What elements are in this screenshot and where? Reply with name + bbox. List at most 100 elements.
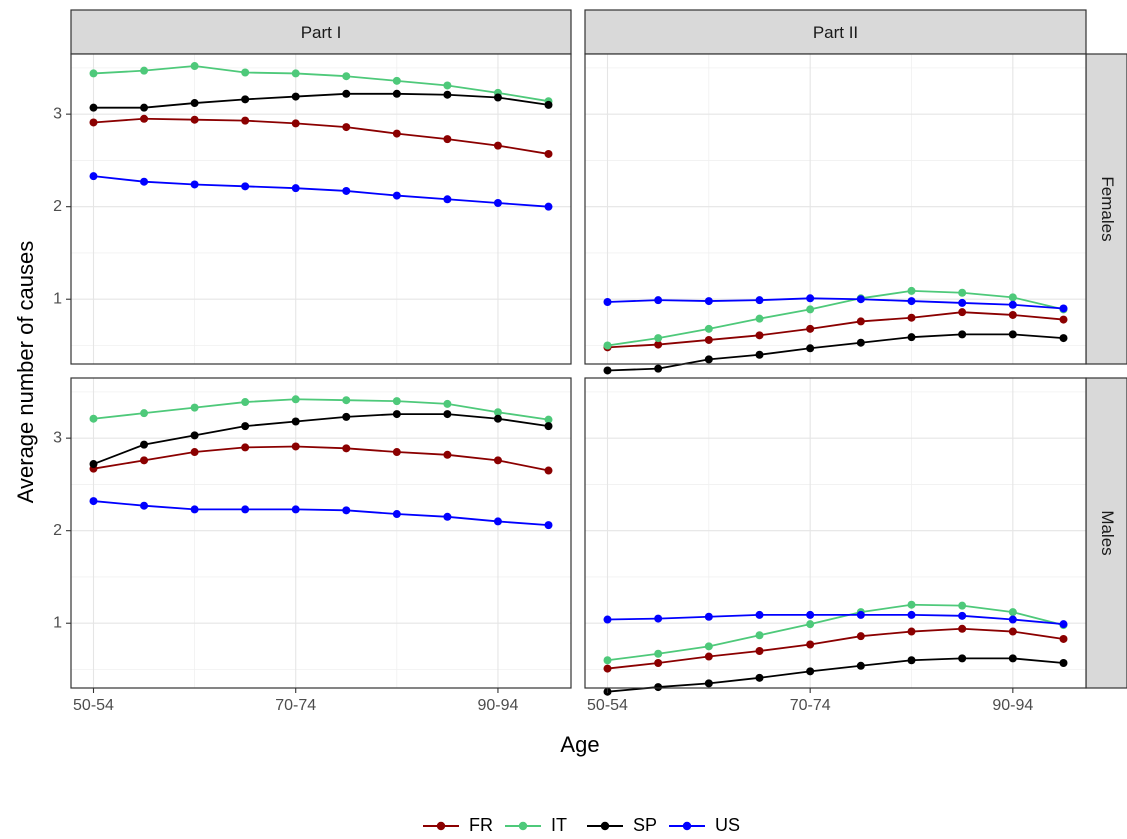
panel-part-ii-males-series-us-point xyxy=(1059,620,1068,629)
panel-part-i-females-series-sp-point xyxy=(291,92,300,101)
panel-part-ii-males-series-fr-point xyxy=(1059,634,1068,643)
panel-part-ii-males-series-sp-point xyxy=(654,683,663,692)
panel-part-i-males-series-it-point xyxy=(443,399,452,408)
panel-part-i-males-series-it-point xyxy=(342,396,351,405)
panel-part-i-males-series-it-point xyxy=(544,415,553,424)
panel-part-i-females-series-sp-point xyxy=(140,103,149,112)
panel-part-ii-females-series-fr-point xyxy=(907,313,916,322)
panel-part-ii-males-border xyxy=(584,377,1087,689)
panel-part-i-females-series-fr-point xyxy=(140,114,149,123)
panel-part-i-females-series-us-point xyxy=(392,191,401,200)
legend-key-fr-point xyxy=(436,821,446,831)
panel-part-ii-females-series-it-point xyxy=(603,341,612,350)
panel-part-i-males-series-us-point xyxy=(89,497,98,506)
panel-part-i-males-series-it-point xyxy=(291,395,300,404)
panel-part-ii-males-series-fr-point xyxy=(856,632,865,641)
panel-part-ii-males-series-fr-point xyxy=(958,624,967,633)
panel-part-i-males-series-it-line xyxy=(93,398,549,421)
panel-part-i-males-series-us-line xyxy=(93,500,549,527)
strip-part-ii-label: Part II xyxy=(813,23,858,42)
panel-part-i-females-series-fr-line xyxy=(93,117,549,155)
panel-part-i-females-series-it-point xyxy=(291,69,300,78)
panel-part-ii-females-series-sp-point xyxy=(755,350,764,359)
panel-part-i-males-series-fr-point xyxy=(241,443,250,452)
panel-part-ii-males-series-us-point xyxy=(806,610,815,619)
panel-part-i-males-series-sp-point xyxy=(140,440,149,449)
panel-part-ii-males-series-sp-point xyxy=(806,667,815,676)
panel-part-i-females-series-fr-point xyxy=(443,135,452,144)
panel-part-ii-males-series-us-point xyxy=(704,612,713,621)
panel-part-i-females-series-us-line xyxy=(93,175,549,208)
panel-part-i-males-series-sp-point xyxy=(544,422,553,431)
panel-part-i-females-series-fr-point xyxy=(544,149,553,158)
panel-part-ii-males-series-sp-point xyxy=(1059,659,1068,668)
panel-part-ii-males-series-fr-point xyxy=(704,652,713,661)
panel-part-i-females-series-it-point xyxy=(140,66,149,75)
panel-part-i-females-series-us-point xyxy=(241,182,250,191)
panel-part-i-females-series-it-point xyxy=(89,69,98,78)
y-tick-label-females: 3 xyxy=(53,105,62,122)
panel-part-ii-females-series-us-point xyxy=(1059,304,1068,313)
strip-part-ii-background xyxy=(584,9,1087,55)
panel-part-ii-females-series-it-point xyxy=(958,288,967,297)
panel-part-ii-females-series-it-point xyxy=(806,305,815,314)
panel-part-ii-females-series-it-point xyxy=(907,286,916,295)
x-tick-label-part-ii: 70-74 xyxy=(790,697,831,714)
panel-part-i-males-series-us-point xyxy=(190,505,199,514)
panel-part-ii-males-background xyxy=(585,378,1086,688)
panel-part-ii-females-series-fr-point xyxy=(806,324,815,333)
panel-part-i-males-series-sp-point xyxy=(291,417,300,426)
panel-part-ii-females-series-sp-point xyxy=(654,364,663,373)
panel-part-i-males-series-it-point xyxy=(140,409,149,418)
panel-part-ii-females-series-sp-point xyxy=(907,333,916,342)
panel-part-ii-females-series-us-point xyxy=(856,295,865,304)
panel-part-ii-males-series-sp-point xyxy=(907,656,916,665)
panel-part-ii-females-series-fr-point xyxy=(755,331,764,340)
panel-part-i-males-series-it-point xyxy=(493,408,502,417)
panel-part-ii-females-background xyxy=(585,54,1086,364)
panel-part-i-females-series-fr-point xyxy=(291,119,300,128)
strip-females-background xyxy=(1085,53,1127,365)
x-tick-label-part-ii: 50-54 xyxy=(587,697,628,714)
panel-part-ii-males-series-fr-point xyxy=(1008,627,1017,636)
panel-part-ii-females-series-us-point xyxy=(806,294,815,303)
panel-part-i-males-series-fr-point xyxy=(392,448,401,457)
panel-part-i-females-series-sp-point xyxy=(544,100,553,109)
panel-part-i-females-background xyxy=(71,54,571,364)
panel-part-ii-males-series-sp-line xyxy=(607,657,1064,693)
panel-part-ii-males-series-it-point xyxy=(806,620,815,629)
panel-part-i-females-series-sp-point xyxy=(493,93,502,102)
panel-part-ii-females-series-sp-point xyxy=(958,330,967,339)
panel-part-i-males-series-us-point xyxy=(493,517,502,526)
panel-part-ii-males-series-sp-point xyxy=(1008,654,1017,663)
panel-part-i-females-series-sp-point xyxy=(241,95,250,104)
panel-part-ii-females-series-fr-point xyxy=(1059,315,1068,324)
panel-part-i-females-series-fr-point xyxy=(392,129,401,138)
panel-part-i-males-series-us-point xyxy=(392,510,401,519)
panel-part-i-females-series-us-point xyxy=(89,172,98,181)
panel-part-ii-males-series-sp-point xyxy=(958,654,967,663)
panel-part-i-females-series-sp-point xyxy=(342,89,351,98)
panel-part-ii-females-series-fr-point xyxy=(654,340,663,349)
panel-part-i-females-series-fr-point xyxy=(241,116,250,125)
legend-label-sp: SP xyxy=(633,815,657,835)
panel-part-i-males-series-sp-point xyxy=(443,410,452,419)
panel-part-i-females-series-us-point xyxy=(291,184,300,193)
panel-part-ii-females-series-us-point xyxy=(654,296,663,305)
panel-part-ii-females-series-us-point xyxy=(907,297,916,306)
panel-part-ii-females-series-sp-point xyxy=(1059,334,1068,343)
panel-part-i-males-series-fr-point xyxy=(443,450,452,459)
panel-part-ii-females-series-it-point xyxy=(704,324,713,333)
panel-part-ii-females-series-it-point xyxy=(755,314,764,323)
y-tick-label-males: 2 xyxy=(53,522,62,539)
panel-part-ii-males-series-us-point xyxy=(907,610,916,619)
panel-part-ii-males-series-it-point xyxy=(958,601,967,610)
panel-part-ii-males-series-us-point xyxy=(856,610,865,619)
panel-part-i-females-series-us-point xyxy=(190,180,199,189)
panel-part-ii-females-series-us-point xyxy=(755,296,764,305)
panel-part-ii-females-series-it-line xyxy=(607,289,1064,347)
panel-part-i-females-series-us-point xyxy=(140,177,149,186)
panel-part-i-males-series-sp-point xyxy=(493,414,502,423)
panel-part-i-males-series-it-point xyxy=(89,414,98,423)
